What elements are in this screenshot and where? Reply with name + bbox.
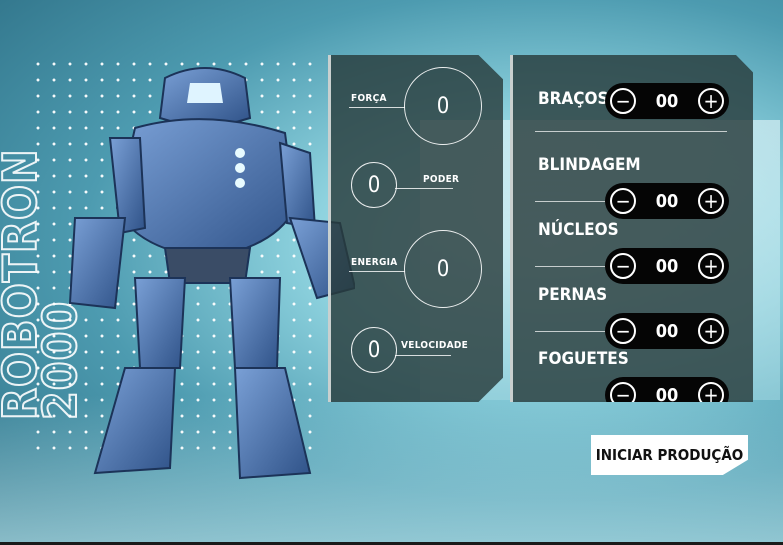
- stepper-value: 00: [655, 255, 679, 277]
- stepper-pernas: − 00 +: [605, 313, 729, 349]
- stepper-nucleos: − 00 +: [605, 248, 729, 284]
- start-production-button[interactable]: INICIAR PRODUÇÃO: [591, 435, 748, 475]
- minus-button[interactable]: −: [610, 318, 636, 344]
- plus-button[interactable]: +: [697, 188, 724, 214]
- stat-energia-line: [349, 271, 405, 272]
- divider: [535, 201, 605, 202]
- robot-image: [68, 67, 355, 480]
- minus-button[interactable]: −: [610, 88, 636, 114]
- stat-poder-label: PODER: [423, 174, 460, 185]
- stat-forca-value: 0: [404, 67, 482, 145]
- part-label: PERNAS: [538, 285, 608, 305]
- parts-panel: BRAÇOS − 00 + BLINDAGEM − 00 + NÚCLEOS −…: [510, 55, 753, 402]
- stat-forca-label: FORÇA: [351, 93, 387, 104]
- divider: [535, 131, 727, 132]
- part-label: BRAÇOS: [538, 89, 609, 109]
- stepper-value: 00: [655, 384, 679, 403]
- stepper-blindagem: − 00 +: [605, 183, 729, 219]
- part-label: NÚCLEOS: [538, 220, 619, 240]
- plus-button[interactable]: +: [697, 382, 724, 402]
- stat-poder-value: 0: [351, 162, 397, 208]
- stat-velocidade-label: VELOCIDADE: [401, 340, 469, 351]
- stat-velocidade-value: 0: [351, 327, 397, 373]
- stat-energia-label: ENERGIA: [351, 257, 398, 268]
- plus-button[interactable]: +: [697, 88, 724, 114]
- part-label: FOGUETES: [538, 349, 629, 369]
- minus-button[interactable]: −: [610, 188, 636, 214]
- plus-button[interactable]: +: [697, 253, 724, 279]
- stat-forca-line: [349, 107, 405, 108]
- stat-poder-line: [395, 188, 453, 189]
- stepper-bracos: − 00 +: [605, 83, 729, 119]
- bottom-bar: [0, 542, 783, 545]
- stat-velocidade-line: [395, 355, 451, 356]
- divider: [535, 266, 605, 267]
- minus-button[interactable]: −: [610, 253, 636, 279]
- plus-button[interactable]: +: [697, 318, 724, 344]
- stats-panel: FORÇA 0 0 PODER ENERGIA 0 0 VELOCIDADE: [328, 55, 503, 402]
- stepper-value: 00: [655, 320, 679, 342]
- part-label: BLINDAGEM: [538, 155, 641, 175]
- stat-energia-value: 0: [404, 230, 482, 308]
- divider: [535, 331, 605, 332]
- stepper-value: 00: [655, 90, 679, 112]
- minus-button[interactable]: −: [610, 382, 636, 402]
- stepper-foguetes: − 00 +: [605, 377, 729, 402]
- stepper-value: 00: [655, 190, 679, 212]
